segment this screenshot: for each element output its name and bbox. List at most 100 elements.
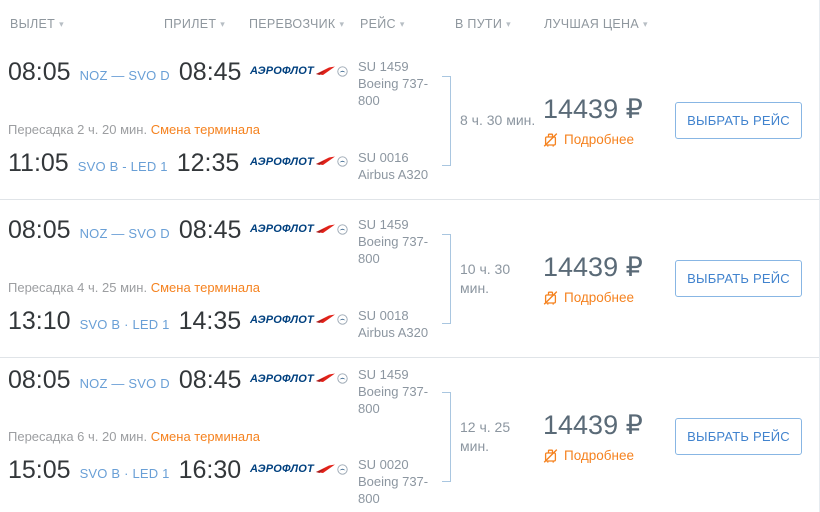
column-label: ЛУЧШАЯ ЦЕНА [544, 17, 640, 31]
total-duration: 10 ч. 30 мин. [460, 260, 511, 296]
flight-info: SU 0018 Airbus A320 [358, 307, 442, 341]
column-label: ПЕРЕВОЗЧИК [249, 17, 336, 31]
aeroflot-emblem-icon [337, 314, 348, 325]
airline-logo-aeroflot: АЭРОФЛОТ [250, 373, 358, 385]
route-codes: SVO B · LED 1 [79, 466, 170, 481]
airline-name: АЭРОФЛОТ [250, 65, 314, 78]
flight-number: SU 0018 [358, 307, 409, 323]
price-cell: 14439 ₽ Подробнее [543, 94, 672, 148]
flight-info: SU 0020 Boeing 737-800 [358, 456, 442, 507]
route-codes: NOZ — SVO D [79, 68, 170, 84]
no-baggage-icon [543, 132, 558, 147]
flight-number: SU 1459 [358, 217, 409, 233]
flight-result-row: 08:05 NOZ — SVO D 08:45 АЭРОФЛОТ SU 1459… [0, 200, 819, 357]
sort-column-flight[interactable]: РЕЙС ▾ [360, 17, 405, 31]
total-duration: 8 ч. 30 мин. [460, 112, 536, 129]
route-codes: NOZ — SVO D [79, 226, 170, 242]
terminal-change-warning: Смена терминала [150, 279, 260, 295]
details-label: Подробнее [564, 132, 635, 147]
total-duration: 12 ч. 25 мин. [460, 418, 511, 454]
terminal-change-warning: Смена терминала [150, 429, 260, 444]
flight-number: SU 1459 [358, 366, 409, 382]
departure-time: 15:05 [8, 456, 71, 484]
sort-column-arrival[interactable]: ПРИЛЕТ ▾ [164, 17, 225, 31]
select-flight-cell: ВЫБРАТЬ РЕЙС [672, 260, 802, 297]
select-flight-button[interactable]: ВЫБРАТЬ РЕЙС [675, 102, 802, 139]
sort-chevron-down-icon: ▾ [59, 19, 64, 29]
outbound-leg: 08:05 NOZ — SVO D 08:45 [8, 216, 250, 245]
departure-time: 08:05 [8, 58, 71, 87]
best-price: 14439 ₽ [543, 251, 643, 282]
details-link[interactable]: Подробнее [543, 132, 672, 148]
aircraft-type: Boeing 737-800 [358, 383, 429, 416]
aeroflot-wing-icon [315, 464, 335, 473]
aircraft-type: Airbus A320 [358, 166, 429, 182]
select-flight-button[interactable]: ВЫБРАТЬ РЕЙС [675, 418, 802, 455]
column-label: РЕЙС [360, 17, 396, 31]
details-link[interactable]: Подробнее [543, 290, 672, 306]
airline-name: АЭРОФЛОТ [250, 155, 314, 168]
flight-info: SU 1459 Boeing 737-800 [358, 58, 442, 109]
layover-duration: Пересадка 4 ч. 25 мин. [8, 279, 148, 295]
best-price: 14439 ₽ [543, 93, 643, 124]
sort-chevron-down-icon: ▾ [399, 19, 405, 29]
flight-number: SU 1459 [358, 59, 409, 75]
aeroflot-emblem-icon [337, 156, 348, 167]
sort-column-best-price[interactable]: ЛУЧШАЯ ЦЕНА ▾ [544, 17, 648, 31]
aeroflot-wing-icon [315, 224, 335, 233]
sort-column-departure[interactable]: ВЫЛЕТ ▾ [10, 17, 64, 31]
airline-logo-aeroflot: АЭРОФЛОТ [250, 314, 358, 326]
no-baggage-icon [543, 448, 558, 463]
layover-info: Пересадка 6 ч. 20 мин. Смена терминала [8, 429, 260, 444]
connecting-leg: 15:05 SVO B · LED 1 16:30 [8, 456, 250, 485]
price-cell: 14439 ₽ Подробнее [543, 252, 672, 306]
flight-result-row: 08:05 NOZ — SVO D 08:45 АЭРОФЛОТ SU 1459… [0, 358, 819, 512]
best-price: 14439 ₽ [543, 409, 643, 440]
flight-number: SU 0020 [358, 457, 409, 472]
airline-logo-aeroflot: АЭРОФЛОТ [250, 65, 358, 77]
legs-bracket [442, 233, 451, 324]
route-codes: SVO B · LED 1 [79, 316, 170, 332]
aeroflot-emblem-icon [337, 373, 348, 384]
aeroflot-emblem-icon [337, 65, 348, 77]
connecting-leg: 11:05 SVO B - LED 1 12:35 [8, 149, 250, 178]
aircraft-type: Boeing 737-800 [358, 474, 429, 507]
flight-info: SU 0016 Airbus A320 [358, 149, 442, 183]
legs-bracket [442, 75, 451, 166]
aeroflot-wing-icon [315, 314, 335, 324]
arrival-time: 08:45 [178, 365, 242, 394]
details-link[interactable]: Подробнее [543, 448, 672, 464]
departure-time: 08:05 [8, 365, 71, 394]
departure-time: 08:05 [8, 216, 71, 245]
aeroflot-wing-icon [315, 156, 335, 166]
layover-info: Пересадка 2 ч. 20 мин. Смена терминала [8, 121, 260, 137]
select-flight-cell: ВЫБРАТЬ РЕЙС [672, 418, 802, 455]
departure-time: 11:05 [8, 148, 69, 177]
layover-duration: Пересадка 2 ч. 20 мин. [8, 121, 148, 137]
flight-info: SU 1459 Boeing 737-800 [358, 366, 442, 417]
airline-logo-aeroflot: АЭРОФЛОТ [250, 223, 358, 235]
layover-info: Пересадка 4 ч. 25 мин. Смена терминала [8, 279, 260, 295]
aircraft-type: Airbus A320 [358, 324, 429, 340]
carrier-cell: АЭРОФЛОТ [250, 216, 358, 235]
airline-logo-aeroflot: АЭРОФЛОТ [250, 463, 358, 475]
sort-chevron-down-icon: ▾ [506, 19, 511, 29]
sort-chevron-down-icon: ▾ [220, 19, 226, 29]
select-flight-cell: ВЫБРАТЬ РЕЙС [672, 102, 802, 139]
flight-number: SU 0016 [358, 149, 409, 165]
arrival-time: 08:45 [178, 58, 242, 87]
total-duration-cell: 12 ч. 25 мин. [442, 391, 543, 482]
sort-column-carrier[interactable]: ПЕРЕВОЗЧИК ▾ [249, 17, 344, 31]
price-cell: 14439 ₽ Подробнее [543, 410, 672, 464]
select-flight-button[interactable]: ВЫБРАТЬ РЕЙС [675, 260, 802, 297]
sort-column-duration[interactable]: В ПУТИ ▾ [455, 17, 511, 31]
row-divider [0, 199, 819, 200]
aeroflot-emblem-icon [337, 223, 348, 235]
arrival-time: 08:45 [178, 216, 242, 245]
details-label: Подробнее [564, 448, 635, 463]
carrier-cell: АЭРОФЛОТ [250, 366, 358, 385]
carrier-cell: АЭРОФЛОТ [250, 58, 358, 77]
results-list: 08:05 NOZ — SVO D 08:45 АЭРОФЛОТ SU 1459… [0, 42, 819, 512]
arrival-time: 16:30 [178, 456, 242, 484]
